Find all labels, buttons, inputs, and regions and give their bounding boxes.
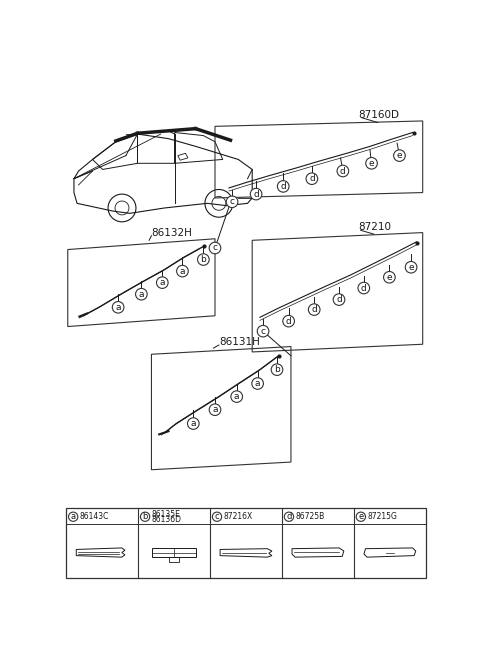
Text: d: d <box>336 295 342 304</box>
Circle shape <box>271 364 283 375</box>
Text: b: b <box>274 365 280 374</box>
Text: e: e <box>369 159 374 168</box>
Circle shape <box>356 512 365 521</box>
Text: d: d <box>286 512 292 521</box>
Circle shape <box>252 378 264 389</box>
Text: a: a <box>212 405 218 414</box>
Circle shape <box>337 165 348 177</box>
Circle shape <box>212 196 226 210</box>
Text: c: c <box>261 327 265 335</box>
Circle shape <box>257 326 269 337</box>
Circle shape <box>112 301 124 313</box>
Text: 86136D: 86136D <box>151 515 181 524</box>
Text: a: a <box>139 290 144 299</box>
Text: b: b <box>143 512 148 521</box>
Text: e: e <box>358 512 363 521</box>
Text: 86725B: 86725B <box>295 512 324 521</box>
Text: a: a <box>234 392 240 401</box>
Text: d: d <box>309 174 315 183</box>
Text: a: a <box>159 278 165 287</box>
Circle shape <box>405 261 417 273</box>
Text: 86132H: 86132H <box>152 227 192 238</box>
Text: a: a <box>191 419 196 428</box>
Text: d: d <box>312 305 317 314</box>
Circle shape <box>366 157 377 169</box>
Text: e: e <box>396 151 402 160</box>
Circle shape <box>69 512 78 521</box>
Text: d: d <box>253 189 259 198</box>
Text: c: c <box>229 197 235 206</box>
Text: b: b <box>201 255 206 264</box>
Circle shape <box>209 242 221 253</box>
Text: 87210: 87210 <box>359 222 391 233</box>
Text: a: a <box>115 303 121 312</box>
Text: d: d <box>340 166 346 176</box>
Circle shape <box>394 150 405 161</box>
Circle shape <box>115 201 129 215</box>
Bar <box>152 548 196 557</box>
Text: 87160D: 87160D <box>359 110 399 120</box>
Text: 86135E: 86135E <box>151 510 180 519</box>
Text: 86131H: 86131H <box>219 337 260 347</box>
Text: e: e <box>408 263 414 272</box>
Bar <box>169 557 179 562</box>
Circle shape <box>226 196 238 208</box>
Text: a: a <box>180 267 185 276</box>
Circle shape <box>156 277 168 288</box>
Circle shape <box>283 315 294 327</box>
Circle shape <box>333 294 345 305</box>
Circle shape <box>250 189 262 200</box>
Text: c: c <box>213 244 217 252</box>
Circle shape <box>205 189 233 217</box>
Text: d: d <box>361 284 367 293</box>
Circle shape <box>277 181 289 192</box>
Circle shape <box>135 288 147 300</box>
Text: d: d <box>286 316 291 326</box>
Circle shape <box>177 265 188 277</box>
Circle shape <box>209 404 221 415</box>
Text: e: e <box>386 272 392 282</box>
Circle shape <box>284 512 294 521</box>
Text: a: a <box>71 512 76 521</box>
Text: a: a <box>255 379 260 388</box>
Circle shape <box>358 282 370 294</box>
Text: d: d <box>280 182 286 191</box>
Circle shape <box>308 304 320 315</box>
Text: c: c <box>215 512 219 521</box>
Text: 86143C: 86143C <box>79 512 109 521</box>
Circle shape <box>306 173 318 185</box>
Circle shape <box>231 391 242 402</box>
Circle shape <box>198 253 209 265</box>
Circle shape <box>212 512 222 521</box>
Circle shape <box>384 271 395 283</box>
Text: 87215G: 87215G <box>367 512 397 521</box>
Circle shape <box>108 194 136 222</box>
Circle shape <box>141 512 150 521</box>
Circle shape <box>188 418 199 429</box>
Text: 87216X: 87216X <box>223 512 252 521</box>
